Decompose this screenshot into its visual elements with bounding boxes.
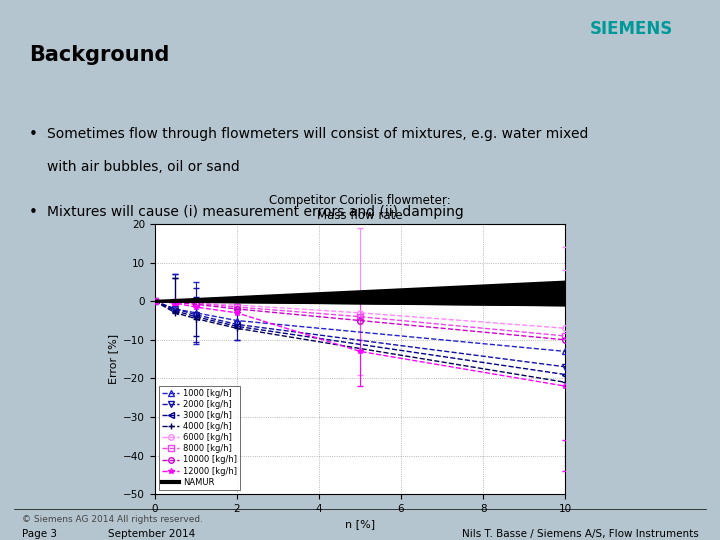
- Text: Page 3: Page 3: [22, 529, 57, 539]
- Text: September 2014: September 2014: [108, 529, 195, 539]
- Text: SIEMENS: SIEMENS: [590, 20, 673, 38]
- Text: •: •: [29, 205, 37, 220]
- Text: © Siemens AG 2014 All rights reserved.: © Siemens AG 2014 All rights reserved.: [22, 515, 202, 524]
- Title: Competitor Coriolis flowmeter:
Mass flow rate: Competitor Coriolis flowmeter: Mass flow…: [269, 193, 451, 221]
- Text: •: •: [29, 127, 37, 143]
- Legend: 1000 [kg/h], 2000 [kg/h], 3000 [kg/h], 4000 [kg/h], 6000 [kg/h], 8000 [kg/h], 10: 1000 [kg/h], 2000 [kg/h], 3000 [kg/h], 4…: [159, 386, 240, 490]
- Text: with air bubbles, oil or sand: with air bubbles, oil or sand: [47, 160, 240, 174]
- X-axis label: n [%]: n [%]: [345, 519, 375, 529]
- Y-axis label: Error [%]: Error [%]: [108, 334, 117, 384]
- Text: Background: Background: [29, 45, 169, 65]
- Text: Mixtures will cause (i) measurement errors and (ii) damping: Mixtures will cause (i) measurement erro…: [47, 205, 464, 219]
- Text: Nils T. Basse / Siemens A/S, Flow Instruments: Nils T. Basse / Siemens A/S, Flow Instru…: [462, 529, 698, 539]
- Text: Sometimes flow through flowmeters will consist of mixtures, e.g. water mixed: Sometimes flow through flowmeters will c…: [47, 127, 588, 141]
